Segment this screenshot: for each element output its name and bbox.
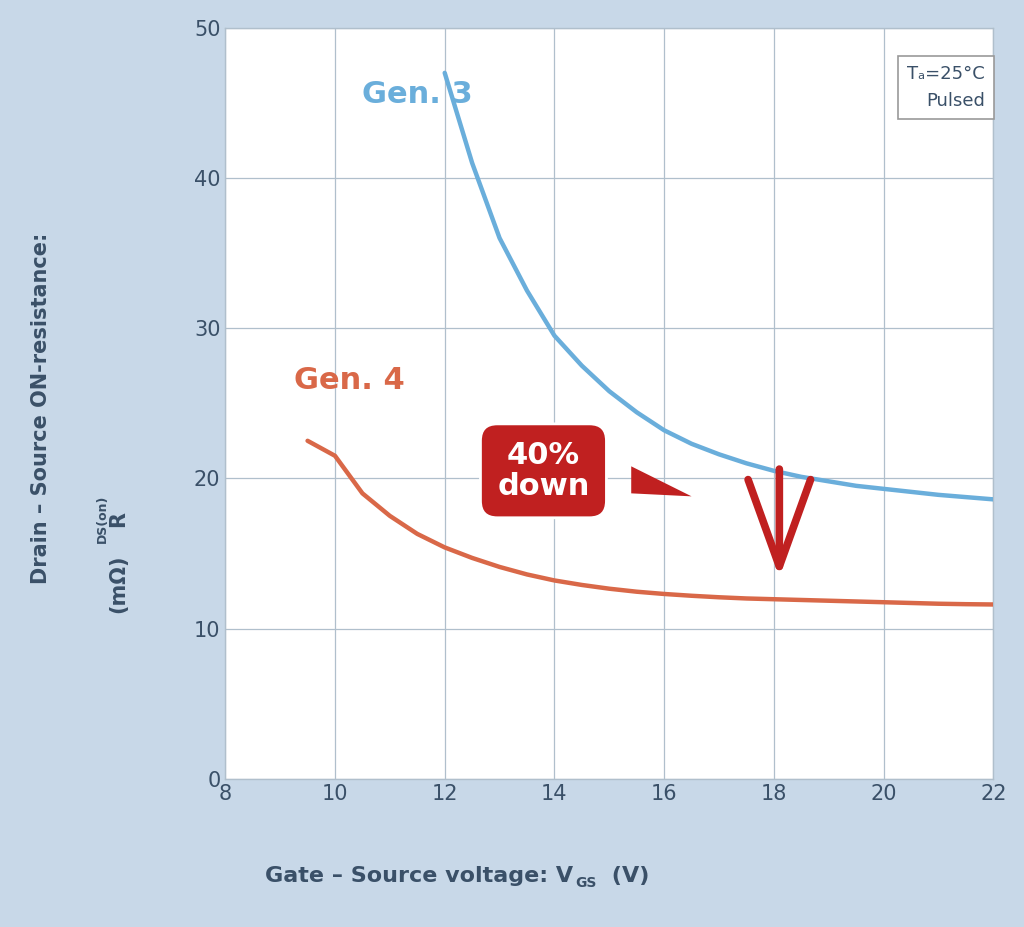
Text: Gen. 3: Gen. 3	[362, 81, 473, 109]
Text: GS: GS	[575, 875, 597, 890]
Text: Drain – Source ON-resistance:: Drain – Source ON-resistance:	[31, 232, 51, 584]
Text: DS(on): DS(on)	[96, 495, 109, 543]
Text: Gen. 4: Gen. 4	[294, 366, 404, 395]
Polygon shape	[631, 466, 691, 496]
Text: R: R	[108, 511, 128, 527]
Text: (V): (V)	[604, 866, 649, 886]
Text: (mΩ): (mΩ)	[108, 554, 128, 614]
Text: Gate – Source voltage: V: Gate – Source voltage: V	[265, 866, 573, 886]
Text: 40%
down: 40% down	[498, 440, 590, 501]
Text: Tₐ=25°C
Pulsed: Tₐ=25°C Pulsed	[907, 66, 985, 109]
